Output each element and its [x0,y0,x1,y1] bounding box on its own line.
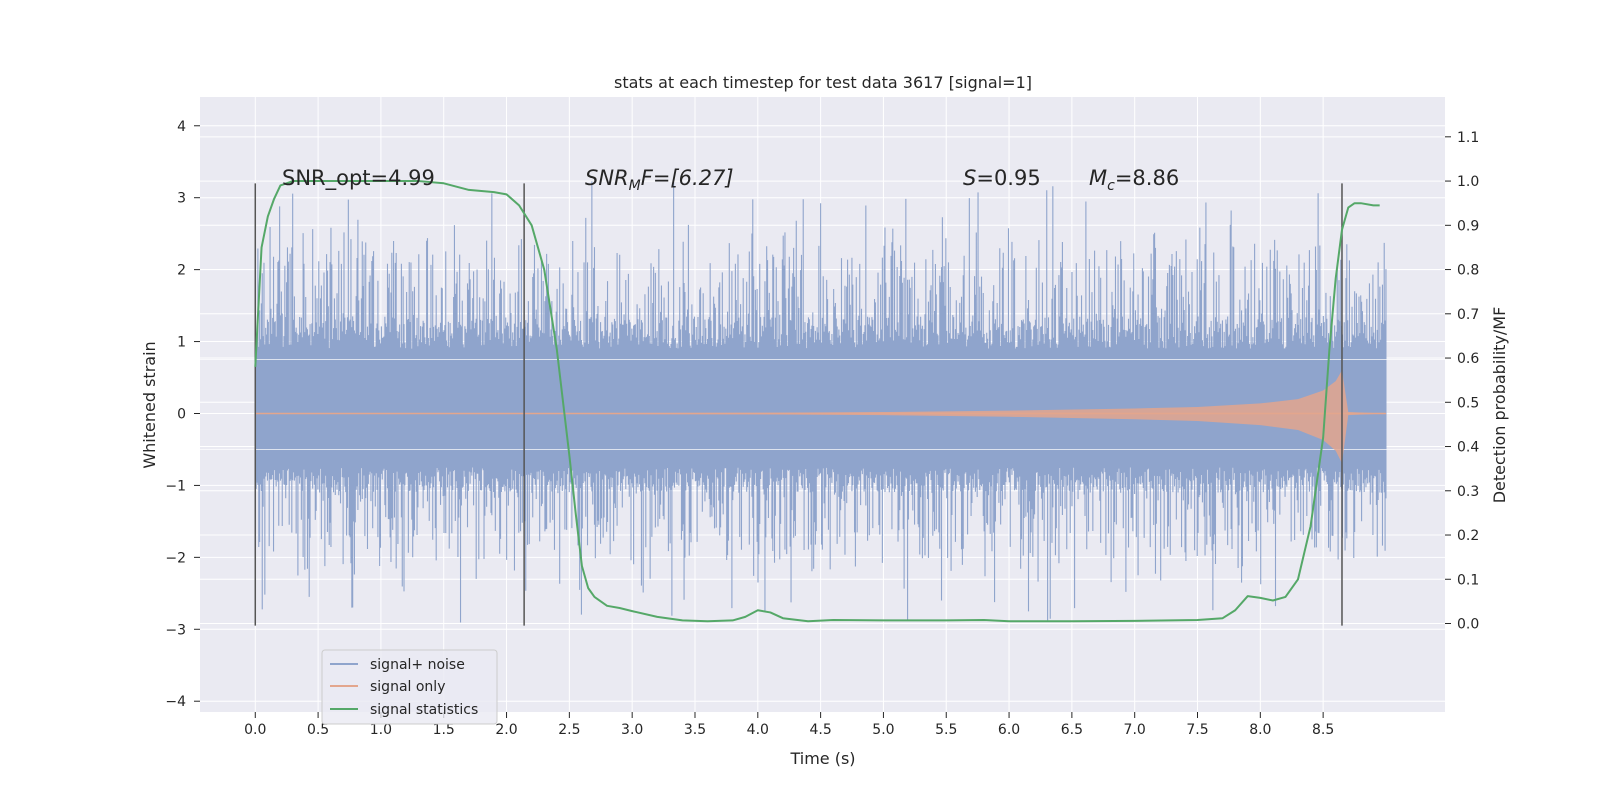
snr-mf-rest: F=[6.27] [641,166,734,190]
y-tick-label: 2 [177,263,186,279]
y-right-axis-label: Detection probability/MF [1490,307,1509,504]
x-tick-label: 7.5 [1186,722,1208,738]
y-right-tick-label: 0.9 [1457,218,1479,234]
x-tick-label: 4.0 [747,722,769,738]
annotation-snr-mf: SNRMF=[6.27] [585,166,734,194]
x-tick-label: 1.5 [433,722,455,738]
annotation-snr-opt: SNR_opt=4.99 [282,166,435,191]
annotation-mc: Mc=8.86 [1089,166,1179,194]
y-right-tick-label: 0.7 [1457,307,1479,323]
x-tick-label: 5.5 [935,722,957,738]
axis-ticks: 0.0 0.5 1.0 1.5 2.0 2.5 3.0 3.5 4.0 4.5 5.0 5.5 6.0 6… [165,119,1479,738]
x-tick-label: 5.0 [872,722,894,738]
series-signal-statistics [254,180,1380,623]
y-tick-label: 4 [177,119,186,135]
y-tick-label: 0 [177,406,186,422]
x-tick-label: 2.0 [495,722,517,738]
chart-title: stats at each timestep for test data 361… [614,73,1032,92]
y-right-tick-label: 0.4 [1457,440,1479,456]
signal-statistics-line [254,180,1380,623]
x-tick-label: 8.5 [1312,722,1334,738]
y-right-tick-label: 0.6 [1457,351,1479,367]
x-tick-label: 4.5 [809,722,831,738]
y-right-tick-label: 0.0 [1457,617,1479,633]
x-tick-label: 6.5 [1061,722,1083,738]
y-right-tick-label: 1.1 [1457,130,1479,146]
s-value: =0.95 [976,166,1040,190]
snr-mf-subscript: M [629,178,641,194]
x-axis-label: Time (s) [789,749,855,768]
annotation-s: S=0.95 [963,166,1041,190]
x-tick-label: 6.0 [998,722,1020,738]
y-right-tick-label: 0.1 [1457,572,1479,588]
y-axis-label: Whitened strain [140,341,159,468]
signal-only-envelope [255,370,1386,464]
y-tick-label: 1 [177,335,186,351]
s-symbol: S [963,166,976,190]
x-tick-label: 0.5 [307,722,329,738]
mc-subscript: c [1107,178,1115,194]
x-tick-label: 8.0 [1249,722,1271,738]
mc-symbol: M [1089,166,1107,190]
x-tick-label: 3.0 [621,722,643,738]
y-tick-label: −4 [165,694,186,710]
snr-mf-base: SNR [585,166,629,190]
vertical-markers [254,183,1343,626]
series-signal-only [255,370,1386,464]
y-right-tick-label: 0.3 [1457,484,1479,500]
x-tick-label: 3.5 [684,722,706,738]
legend: signal+ noise signal only signal statist… [321,649,498,725]
x-tick-label: 0.0 [244,722,266,738]
y-tick-label: 3 [177,191,186,207]
y-right-tick-label: 0.8 [1457,263,1479,279]
y-tick-label: −3 [165,622,186,638]
legend-label-signal: signal only [370,679,445,695]
legend-label-noise: signal+ noise [370,657,465,673]
y-right-tick-label: 0.2 [1457,528,1479,544]
x-tick-label: 1.0 [370,722,392,738]
y-tick-label: −2 [165,550,186,566]
y-right-tick-label: 1.0 [1457,174,1479,190]
x-tick-label: 2.5 [558,722,580,738]
y-right-tick-label: 0.5 [1457,395,1479,411]
legend-label-stats: signal statistics [370,702,478,718]
mc-value: =8.86 [1115,166,1179,190]
legend-box [321,649,498,725]
x-tick-label: 7.0 [1124,722,1146,738]
y-tick-label: −1 [165,478,186,494]
